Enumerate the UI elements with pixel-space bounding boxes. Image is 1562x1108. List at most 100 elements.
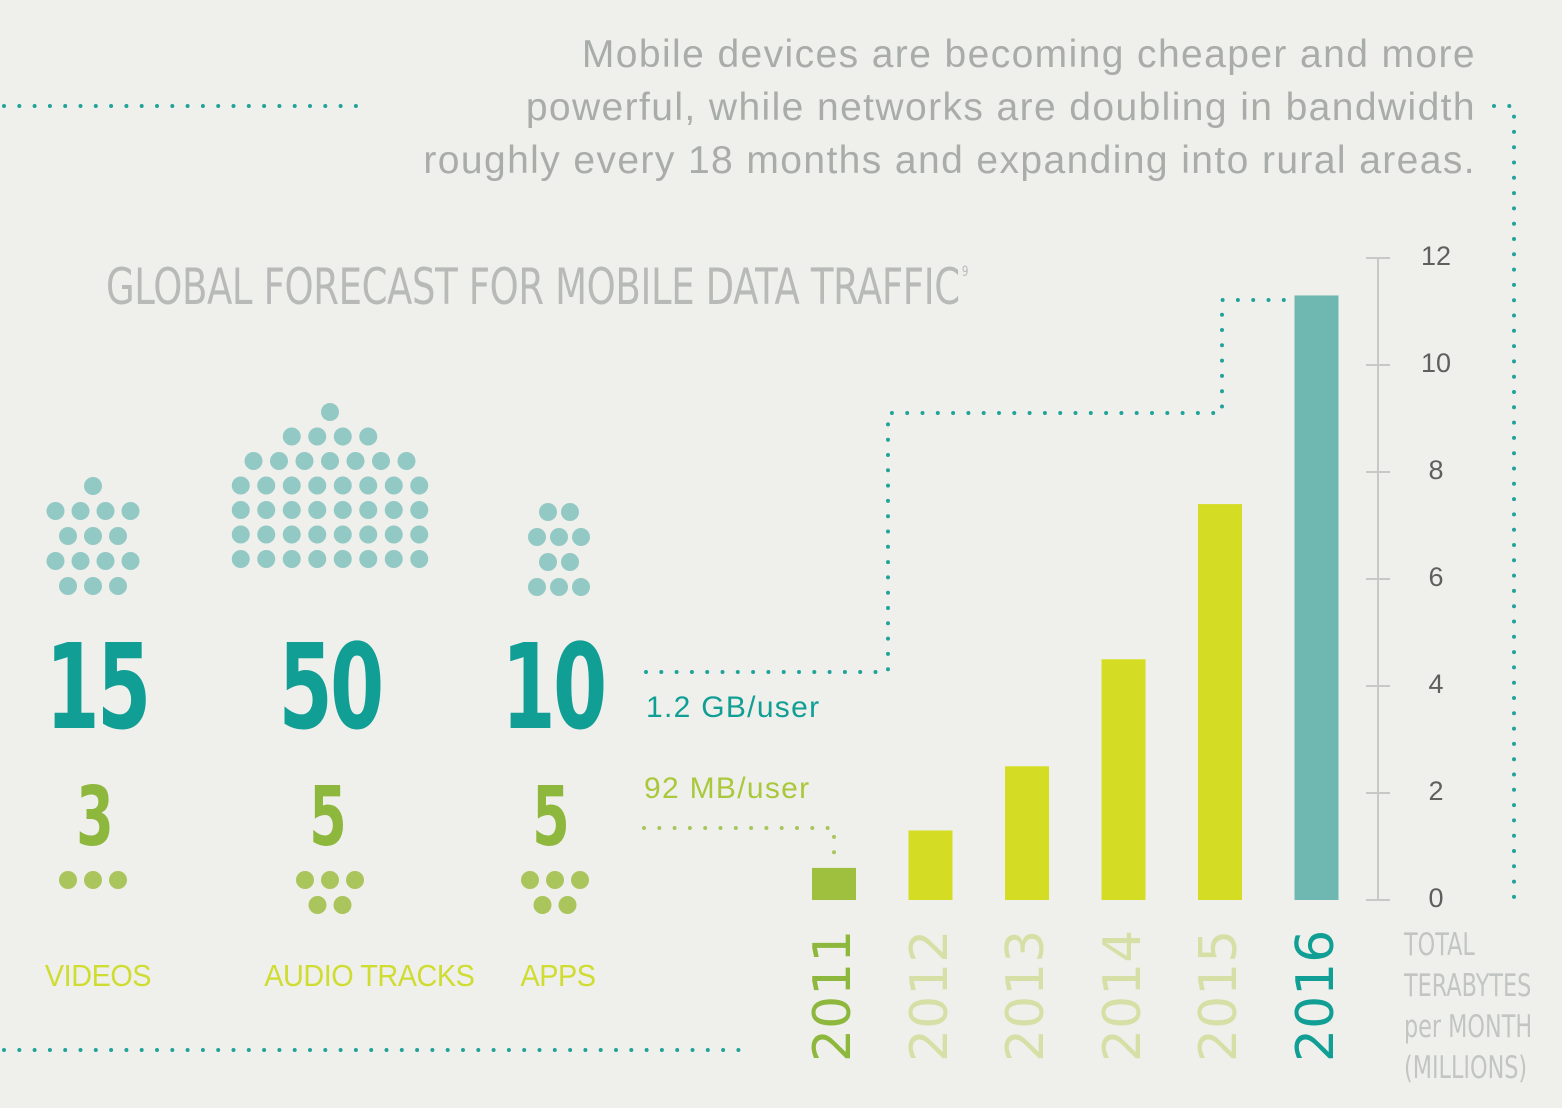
cluster-dot: [84, 527, 102, 545]
cluster-dot: [359, 550, 378, 568]
y-tick-label: 2: [1428, 776, 1444, 806]
cluster-dot: [231, 525, 250, 544]
cluster-dot: [359, 525, 378, 544]
cluster-dot: [572, 578, 590, 596]
year-label-2015: 2015: [1189, 929, 1249, 1062]
audio-big-number: 50: [278, 618, 385, 756]
cluster-dot: [561, 553, 579, 571]
cluster-dot: [346, 871, 364, 889]
y-tick-label: 12: [1420, 241, 1452, 271]
cluster-dot: [333, 896, 352, 914]
cluster-dot: [359, 476, 378, 495]
y-axis-label-line: TOTAL: [1404, 927, 1475, 963]
year-label-2011: 2011: [803, 929, 863, 1062]
cluster-dot: [71, 552, 90, 570]
cluster-dot: [333, 525, 352, 544]
bar-2013: [1005, 766, 1049, 900]
cluster-dot: [321, 871, 339, 889]
cluster-dot: [308, 896, 327, 914]
cluster-dot: [109, 577, 127, 595]
chart-title: GLOBAL FORECAST FOR MOBILE DATA TRAFFIC 9: [106, 258, 969, 316]
cluster-dot: [121, 552, 140, 570]
cluster-dot: [244, 452, 263, 470]
y-axis-label-line: per MONTH: [1404, 1009, 1533, 1045]
intro-text: Mobile devices are becoming cheaper and …: [300, 28, 1476, 187]
cluster-dot: [231, 476, 250, 495]
cluster-dot: [561, 503, 579, 521]
y-tick-label: 6: [1428, 562, 1444, 592]
apps-big-number: 10: [501, 618, 608, 756]
year-label-2014: 2014: [1092, 929, 1153, 1062]
cluster-dot: [528, 578, 546, 596]
cluster-dot: [84, 577, 102, 595]
dotted-rule-right: [1492, 104, 1516, 902]
cluster-dot: [59, 871, 77, 889]
cluster-dot: [410, 476, 429, 495]
per-user-2016-label: 1.2 GB/user: [646, 691, 821, 724]
y-tick-label: 10: [1420, 348, 1452, 378]
cluster-dot: [96, 552, 115, 570]
cluster-dot: [282, 427, 301, 446]
cluster-dot: [231, 501, 250, 519]
cluster-dot: [308, 525, 327, 544]
year-label-2013: 2013: [996, 929, 1056, 1062]
bar-2011: [812, 867, 856, 900]
cluster-dot: [359, 427, 378, 446]
cluster-dot: [571, 871, 589, 889]
apps-small-number: 5: [532, 770, 570, 865]
cluster-dot: [359, 501, 378, 519]
chart-title-text: GLOBAL FORECAST FOR MOBILE DATA TRAFFIC: [106, 258, 960, 316]
cluster-dot: [282, 550, 301, 568]
cluster-dot: [333, 550, 352, 568]
cluster-dot: [308, 427, 327, 446]
cluster-dot: [121, 502, 140, 520]
cluster-dot: [46, 552, 65, 570]
cluster-dot: [550, 578, 568, 596]
cluster-dot: [282, 525, 301, 544]
cluster-dot: [333, 427, 352, 446]
cluster-dot: [257, 550, 276, 568]
cluster-dot: [257, 525, 276, 544]
cluster-dot: [308, 476, 327, 495]
cluster-dot: [71, 502, 90, 520]
intro-line: roughly every 18 months and expanding in…: [423, 139, 1476, 182]
footnote-marker: 9: [961, 264, 969, 280]
year-label-2012: 2012: [899, 929, 960, 1062]
cluster-dot: [282, 476, 301, 495]
intro-line: Mobile devices are becoming cheaper and …: [581, 33, 1476, 76]
cluster-dot: [410, 501, 429, 519]
audio-dot-cluster: [231, 403, 429, 568]
y-axis-label: TOTAL TERABYTES per MONTH (MILLIONS): [1404, 925, 1532, 1089]
cluster-dot: [410, 550, 429, 568]
cluster-dot: [84, 871, 102, 889]
cluster-dot: [546, 871, 564, 889]
videos-big-number: 15: [45, 618, 151, 756]
per-user-2011-label: 92 MB/user: [644, 772, 811, 805]
cluster-dot: [296, 871, 314, 889]
cluster-dot: [539, 553, 557, 571]
cluster-dot: [231, 550, 250, 568]
audio-small-number: 5: [309, 770, 347, 865]
cluster-dot: [257, 501, 276, 519]
y-tick-label: 0: [1428, 883, 1444, 913]
cluster-dot: [295, 452, 314, 470]
cluster-dot: [270, 452, 288, 470]
bar-2015: [1198, 504, 1242, 900]
cluster-dot: [109, 527, 127, 545]
bar-2014: [1101, 659, 1146, 900]
cluster-dot: [282, 501, 301, 519]
cluster-dot: [528, 528, 546, 546]
videos-small-number: 3: [76, 770, 114, 865]
cluster-dot: [321, 403, 339, 421]
cluster-dot: [410, 525, 429, 544]
bar-2012: [908, 830, 953, 900]
cluster-dot: [572, 528, 590, 546]
cluster-dot: [384, 476, 403, 495]
videos-green-dots: [59, 871, 127, 889]
cluster-dot: [308, 550, 327, 568]
apps-label: APPS: [520, 958, 596, 993]
cluster-dot: [533, 896, 552, 914]
cluster-dot: [109, 871, 127, 889]
y-axis-label-line: TERABYTES: [1404, 968, 1532, 1004]
